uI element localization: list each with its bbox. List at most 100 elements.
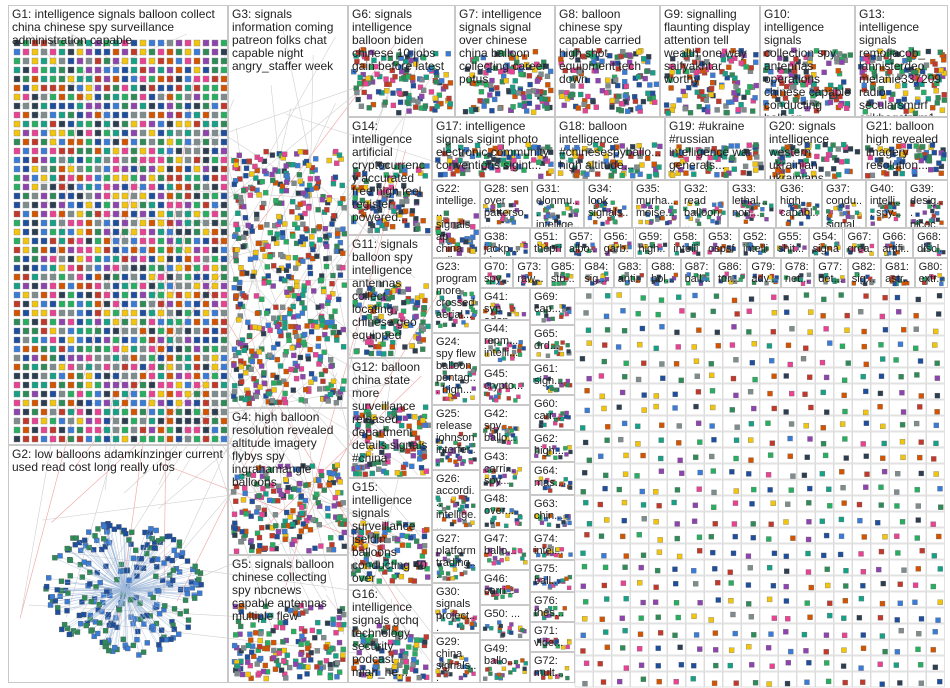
node	[130, 399, 138, 407]
node	[13, 165, 21, 173]
node	[22, 93, 30, 101]
node	[130, 129, 138, 137]
node	[13, 138, 21, 146]
node	[67, 201, 75, 209]
node	[139, 426, 147, 434]
node	[112, 435, 120, 443]
node	[49, 327, 57, 335]
node	[139, 219, 147, 227]
node	[40, 48, 48, 56]
node	[67, 282, 75, 290]
node	[13, 48, 21, 56]
node	[139, 156, 147, 164]
node	[58, 57, 66, 65]
node	[58, 345, 66, 353]
node	[22, 390, 30, 398]
node	[85, 372, 93, 380]
node	[67, 156, 75, 164]
node	[76, 165, 84, 173]
node	[49, 192, 57, 200]
node	[22, 255, 30, 263]
node	[58, 372, 66, 380]
node	[22, 192, 30, 200]
node	[40, 165, 48, 173]
node	[40, 147, 48, 155]
node	[76, 300, 84, 308]
node	[148, 120, 156, 128]
node	[130, 201, 138, 209]
node	[13, 39, 21, 47]
node	[49, 318, 57, 326]
node	[67, 147, 75, 155]
node	[31, 75, 39, 83]
node	[103, 318, 111, 326]
node	[67, 237, 75, 245]
node	[22, 237, 30, 245]
node	[85, 228, 93, 236]
node	[13, 147, 21, 155]
node	[49, 201, 57, 209]
node	[58, 291, 66, 299]
node	[112, 237, 120, 245]
node	[58, 111, 66, 119]
node	[22, 381, 30, 389]
node	[58, 165, 66, 173]
node	[22, 273, 30, 281]
node	[40, 102, 48, 110]
node	[148, 48, 156, 56]
node	[103, 435, 111, 443]
node	[58, 282, 66, 290]
node	[40, 282, 48, 290]
node	[49, 336, 57, 344]
node	[22, 174, 30, 182]
node	[112, 336, 120, 344]
node	[67, 354, 75, 362]
node	[94, 264, 102, 272]
node	[76, 336, 84, 344]
node	[103, 75, 111, 83]
node	[40, 57, 48, 65]
node	[31, 183, 39, 191]
node	[49, 57, 57, 65]
node	[121, 57, 129, 65]
node	[103, 156, 111, 164]
node	[13, 327, 21, 335]
node	[94, 210, 102, 218]
node	[40, 354, 48, 362]
node	[94, 399, 102, 407]
node	[40, 219, 48, 227]
node	[58, 300, 66, 308]
node	[85, 345, 93, 353]
node	[85, 417, 93, 425]
node	[13, 399, 21, 407]
node	[139, 300, 147, 308]
node	[94, 336, 102, 344]
node	[94, 354, 102, 362]
node	[130, 372, 138, 380]
node	[85, 156, 93, 164]
node	[94, 156, 102, 164]
node	[40, 75, 48, 83]
node	[40, 300, 48, 308]
node	[103, 93, 111, 101]
node	[67, 291, 75, 299]
node	[112, 201, 120, 209]
node	[58, 210, 66, 218]
node	[94, 219, 102, 227]
node	[94, 84, 102, 92]
node	[22, 48, 30, 56]
node	[22, 57, 30, 65]
node	[121, 48, 129, 56]
node	[94, 201, 102, 209]
node	[103, 120, 111, 128]
node	[49, 228, 57, 236]
node	[49, 129, 57, 137]
node	[121, 165, 129, 173]
node	[49, 165, 57, 173]
node	[112, 300, 120, 308]
node	[49, 345, 57, 353]
node	[31, 264, 39, 272]
node	[130, 93, 138, 101]
node	[31, 111, 39, 119]
